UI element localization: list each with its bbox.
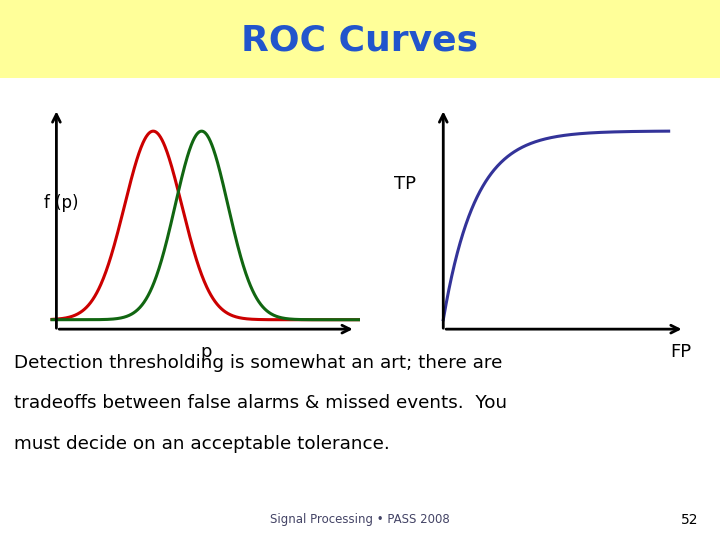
Text: must decide on an acceptable tolerance.: must decide on an acceptable tolerance. xyxy=(14,435,390,453)
Text: Signal Processing • PASS 2008: Signal Processing • PASS 2008 xyxy=(270,514,450,526)
Text: FP: FP xyxy=(670,343,691,361)
Text: tradeoffs between false alarms & missed events.  You: tradeoffs between false alarms & missed … xyxy=(14,394,508,412)
Text: 52: 52 xyxy=(681,512,698,526)
Text: TP: TP xyxy=(394,175,415,193)
Text: f (p): f (p) xyxy=(44,194,78,212)
Text: Detection thresholding is somewhat an art; there are: Detection thresholding is somewhat an ar… xyxy=(14,354,503,372)
Text: p: p xyxy=(200,343,212,361)
Text: ROC Curves: ROC Curves xyxy=(241,24,479,58)
